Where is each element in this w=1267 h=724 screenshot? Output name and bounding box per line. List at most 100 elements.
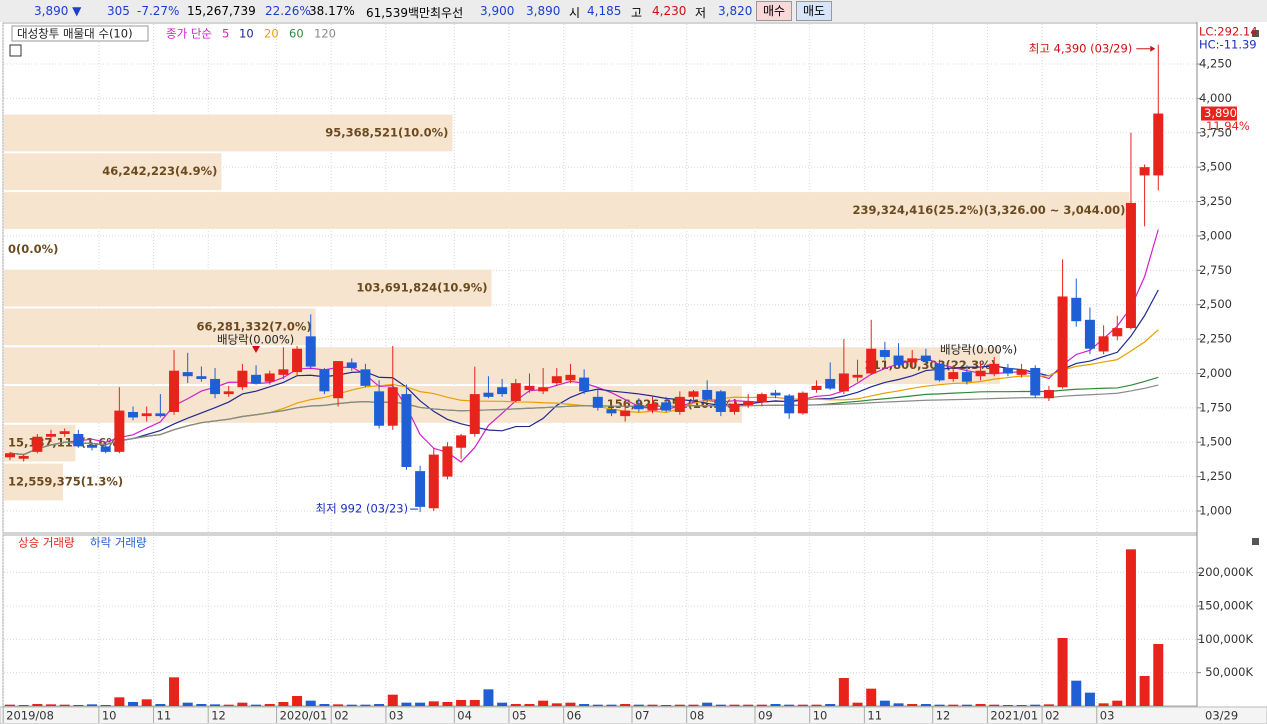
volume-bar <box>1112 700 1123 706</box>
candle-body <box>838 373 849 392</box>
candle-body <box>825 378 836 389</box>
y-tick-label: 4,000 <box>1199 91 1232 105</box>
y-tick-label: 3,750 <box>1199 125 1232 139</box>
candle-body <box>606 409 617 414</box>
candle-body <box>934 363 945 381</box>
x-tick-label: 10 <box>102 709 117 723</box>
volume-bar <box>961 704 972 706</box>
candle-body <box>565 374 576 381</box>
candle-body <box>333 361 344 399</box>
candle-body <box>210 378 221 395</box>
high: 4,230 <box>652 4 687 18</box>
label: 고 <box>631 6 643 20</box>
candle-body <box>319 369 330 392</box>
volume-bar <box>223 704 234 706</box>
volume-bar <box>1016 705 1027 706</box>
volume-bar <box>469 700 480 706</box>
candle-body <box>510 383 521 401</box>
volume-bar <box>415 702 426 706</box>
volume-bar <box>360 704 371 706</box>
volume-legend: 하락 거래량 <box>90 536 147 550</box>
candle-body <box>1057 296 1068 388</box>
candle-body <box>374 391 385 426</box>
candle-body <box>647 403 658 411</box>
candle-body <box>1016 369 1027 375</box>
volume-bar <box>510 704 521 706</box>
y-tick-label: 2,000 <box>1199 366 1232 380</box>
ma-legend: 10 <box>239 27 254 41</box>
buy-button[interactable]: 매수 <box>756 1 793 21</box>
y-tick-label: 200,000K <box>1198 565 1254 579</box>
bid: 3,890 <box>526 4 561 18</box>
volume-bar <box>838 678 849 706</box>
y-tick-label: 1,000 <box>1199 503 1232 517</box>
ma-legend: 20 <box>264 27 279 41</box>
volume-bar <box>333 704 344 706</box>
volume-bar <box>702 702 713 706</box>
candle-body <box>920 355 931 362</box>
candle-body <box>961 372 972 382</box>
volume-bar <box>1057 638 1068 706</box>
candle-body <box>251 374 262 384</box>
volume-bar <box>1043 704 1054 706</box>
price: 3,890 ▼ <box>34 4 82 18</box>
candle-body <box>989 363 1000 374</box>
candle-body <box>401 394 412 467</box>
volume-bar <box>729 704 740 706</box>
candle-body <box>1071 297 1082 322</box>
volume-bar <box>251 704 262 706</box>
volume-bar <box>592 704 603 706</box>
sell-button[interactable]: 매도 <box>796 1 833 21</box>
x-tick-label: 06 <box>567 709 582 723</box>
x-tick-label: 11 <box>867 709 882 723</box>
x-tick-label: 03 <box>389 709 404 723</box>
volume-bar <box>1153 644 1164 706</box>
y-tick-label: 2,500 <box>1199 297 1232 311</box>
volume-bar <box>59 704 70 706</box>
volume-bar <box>169 677 180 706</box>
x-tick-label: 2019/08 <box>6 709 54 723</box>
volume-bar <box>319 704 330 706</box>
volume-bar <box>237 702 248 706</box>
x-tick-label: 02 <box>1045 709 1060 723</box>
volume-bar <box>1071 680 1082 706</box>
volume-bar <box>196 704 207 706</box>
volume-bar <box>756 704 767 706</box>
ask: 3,900 <box>480 4 515 18</box>
candle-body <box>907 358 918 363</box>
candle-body <box>237 370 248 388</box>
candle-body <box>128 411 139 418</box>
candle-body <box>811 385 822 390</box>
change-label: 11.94% <box>1206 119 1250 133</box>
x-tick-label: 04 <box>457 709 472 723</box>
x-tick-label: 05 <box>512 709 527 723</box>
candle-body <box>497 387 508 395</box>
candle-body <box>975 370 986 377</box>
volume-bar <box>497 702 508 706</box>
candle-body <box>169 370 180 412</box>
candle-body <box>579 377 590 392</box>
candle-body <box>756 394 767 403</box>
rate: 22.26% <box>265 4 311 18</box>
profile-label: 12,559,375(1.3%) <box>8 474 123 488</box>
hc-label: HC:-11.39 <box>1199 38 1257 52</box>
annotation: 배당락(0.00%) <box>940 343 1017 357</box>
y-tick-label: 4,250 <box>1199 57 1232 71</box>
volume-bar <box>907 704 918 706</box>
volume-bar <box>292 696 303 706</box>
volume-bar <box>825 704 836 706</box>
volume-bar <box>374 704 385 706</box>
ma-legend: 120 <box>314 27 336 41</box>
volume-bar <box>879 700 890 706</box>
volume-bar <box>975 704 986 706</box>
candle-body <box>223 391 234 395</box>
legend-box <box>11 25 149 42</box>
candle-body <box>305 336 316 367</box>
x-tick-label: 2020/01 <box>280 709 328 723</box>
candle-body <box>1153 113 1164 176</box>
label: 최우선 <box>430 6 464 20</box>
candle-body <box>1125 202 1136 329</box>
x-tick-label: 09 <box>758 709 773 723</box>
profile-band <box>4 269 492 307</box>
